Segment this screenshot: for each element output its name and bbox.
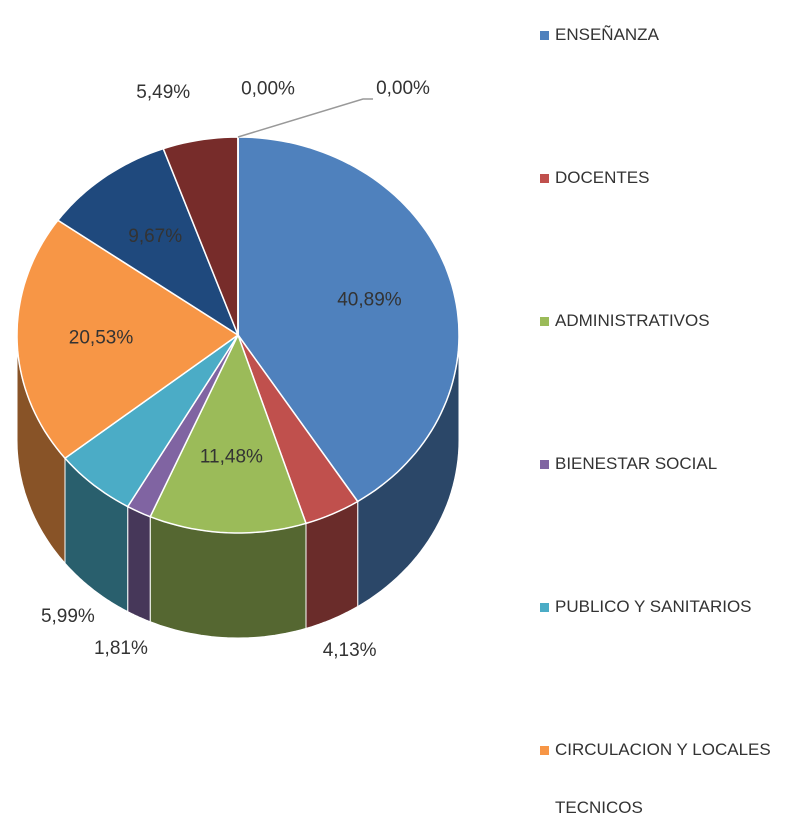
legend-item: CIRCULACION Y LOCALES TECNICOS — [540, 721, 780, 837]
data-label: 40,89% — [337, 289, 402, 310]
legend-swatch — [540, 746, 549, 755]
data-label: 20,53% — [69, 327, 134, 348]
pie-slice — [56, 147, 240, 337]
legend-item: ENSEÑANZA — [540, 6, 780, 64]
pie-slice — [63, 334, 239, 508]
legend-swatch — [540, 174, 549, 183]
pie-side — [149, 515, 307, 639]
legend-item: PUBLICO Y SANITARIOS — [540, 578, 780, 636]
pie-slice — [237, 334, 359, 525]
legend-swatch — [540, 603, 549, 612]
pie-slice — [16, 219, 240, 460]
legend-item: DOCENTES — [540, 149, 780, 207]
data-label: 9,67% — [128, 226, 182, 247]
legend-swatch — [540, 460, 549, 469]
data-label: 5,49% — [136, 82, 190, 103]
legend-swatch — [540, 31, 549, 40]
pie-side — [127, 505, 151, 623]
legend-item: ADMINISTRATIVOS — [540, 292, 780, 350]
data-labels: 40,89% 4,13% 11,48% 1,81% 5,99% 20,53% 9,67% 5,… — [41, 78, 430, 661]
leader-line — [237, 98, 373, 138]
legend-swatch — [540, 317, 549, 326]
legend-item: BIENESTAR SOCIAL — [540, 435, 780, 493]
data-label: 11,48% — [200, 447, 263, 468]
legend-label: BIENESTAR SOCIAL — [555, 454, 718, 473]
pie-slice — [237, 136, 460, 503]
legend-label: ADMINISTRATIVOS — [555, 311, 710, 330]
pie-slice — [162, 136, 239, 336]
data-label: 4,13% — [323, 640, 377, 661]
legend-label: ENSEÑANZA — [555, 25, 659, 44]
legend-label: CIRCULACION Y LOCALES TECNICOS — [555, 740, 771, 817]
data-label: 1,81% — [94, 638, 148, 659]
pie-tops — [16, 136, 460, 534]
data-label: 5,99% — [41, 606, 95, 627]
data-label: 0,00% — [241, 78, 295, 99]
pie-slice — [149, 333, 307, 534]
legend-label: PUBLICO Y SANITARIOS — [555, 597, 752, 616]
legend-label: DOCENTES — [555, 168, 650, 187]
data-label: 0,00% — [376, 78, 430, 99]
